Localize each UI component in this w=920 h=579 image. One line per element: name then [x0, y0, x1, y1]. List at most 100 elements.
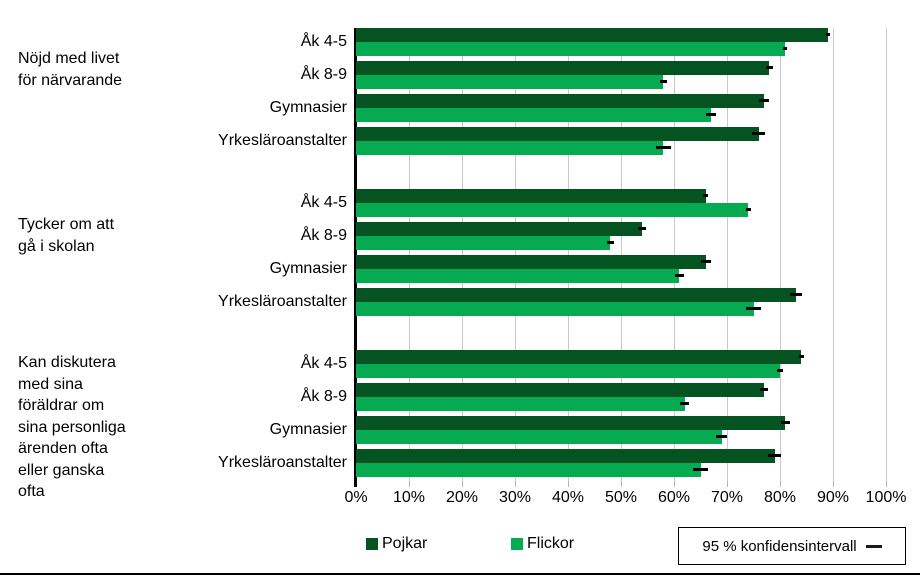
bar-row: Åk 4-5 — [301, 28, 886, 56]
flickor-bar-track — [356, 364, 886, 378]
category-label: Gymnasier — [269, 260, 347, 277]
x-tick-label-20pct: 20% — [445, 489, 479, 506]
gridline-60 — [674, 28, 675, 481]
pojkar-bar-track — [356, 94, 886, 108]
pojkar-error-bar — [765, 66, 774, 69]
gridline-20 — [462, 28, 463, 481]
category-label: Åk 4-5 — [300, 355, 347, 372]
flickor-error-bar — [706, 113, 716, 116]
category-label: Åk 4-5 — [300, 194, 347, 211]
x-tick-label-30pct: 30% — [498, 489, 532, 506]
x-tick-label-70pct: 70% — [710, 489, 744, 506]
flickor-bar-track — [356, 397, 886, 411]
pojkar-bar — [356, 288, 796, 302]
gridline-80 — [780, 28, 781, 481]
pojkar-bar-track — [356, 189, 886, 203]
flickor-bar-track — [356, 42, 886, 56]
category-label: Åk 8-9 — [300, 227, 347, 244]
flickor-error-bar — [659, 80, 668, 83]
pojkar-bar-track — [356, 416, 886, 430]
bar-row: Åk 8-9 — [301, 383, 886, 411]
pojkar-bar — [356, 94, 765, 108]
bar-group-2: Tycker om att gå i skolan Åk 4-5 Åk 8-9 Gym… — [18, 189, 886, 316]
pojkar-bar-track — [356, 28, 886, 42]
flickor-error-bar — [680, 402, 689, 405]
axis-tick-100 — [886, 481, 887, 487]
error-bar-sample-icon — [865, 544, 882, 548]
flickor-bar — [356, 203, 749, 217]
category-label: Yrkesläroanstalter — [218, 132, 347, 149]
flickor-legend-label: Flickor — [527, 535, 575, 552]
flickor-bar — [356, 397, 685, 411]
confidence-interval-label: 95 % konfidensintervall — [702, 537, 857, 555]
x-tick-label-40pct: 40% — [551, 489, 585, 506]
x-tick-label-10pct: 10% — [392, 489, 426, 506]
flickor-bar-track — [356, 302, 886, 316]
pojkar-error-bar — [780, 421, 791, 424]
pojkar-error-bar — [789, 293, 803, 296]
group-label: Tycker om att gå i skolan — [18, 216, 115, 255]
pojkar-error-bar — [825, 33, 830, 36]
flickor-error-bar — [783, 47, 788, 50]
gridline-90 — [833, 28, 834, 481]
flickor-error-bar — [745, 208, 751, 211]
flickor-bar — [356, 430, 722, 444]
pojkar-bar-track — [356, 222, 886, 236]
category-label: Yrkesläroanstalter — [218, 293, 347, 310]
bar-row: Gymnasier — [270, 255, 886, 283]
bar-row: Åk 4-5 — [301, 350, 886, 378]
axis-tick-50 — [621, 481, 622, 487]
flickor-bar — [356, 75, 664, 89]
category-label: Åk 4-5 — [300, 33, 347, 50]
pojkar-bar-track — [356, 288, 886, 302]
axis-tick-10 — [409, 481, 410, 487]
bar-row: Åk 4-5 — [301, 189, 886, 217]
pojkar-bar — [356, 127, 759, 141]
pojkar-legend-swatch-icon — [366, 538, 378, 550]
gridline-70 — [727, 28, 728, 481]
bar-row: Åk 8-9 — [301, 61, 886, 89]
pojkar-bar-track — [356, 350, 886, 364]
flickor-error-bar — [777, 369, 783, 372]
pojkar-bar-track — [356, 127, 886, 141]
flickor-legend-swatch-icon — [511, 538, 523, 550]
legend-item-pojkar: Pojkar — [366, 535, 427, 553]
category-label: Åk 8-9 — [300, 66, 347, 83]
group-label: Kan diskutera med sina föräldrar om sina… — [18, 354, 126, 500]
pojkar-error-bar — [759, 99, 769, 102]
category-label: Yrkesläroanstalter — [218, 454, 347, 471]
axis-tick-60 — [674, 481, 675, 487]
bar-row: Yrkesläroanstalter — [218, 127, 886, 155]
flickor-error-bar — [693, 468, 708, 471]
bar-group-1: Nöjd med livet för närvarande Åk 4-5 Åk 8-… — [18, 28, 886, 155]
y-axis-line — [354, 28, 357, 487]
gridline-40 — [568, 28, 569, 481]
x-axis-tick-labels: 0% 10% 20% 30% 40% 50% 60% 70% 80% 90% 100% — [344, 489, 906, 509]
pojkar-error-bar — [703, 194, 709, 197]
pojkar-error-bar — [798, 355, 804, 358]
flickor-bar — [356, 236, 611, 250]
pojkar-bar — [356, 449, 775, 463]
flickor-bar-track — [356, 141, 886, 155]
flickor-bar — [356, 42, 786, 56]
bar-group-3: Kan diskutera med sina föräldrar om sina… — [18, 350, 886, 500]
gridline-100 — [886, 28, 887, 481]
x-tick-label-90pct: 90% — [816, 489, 850, 506]
axis-tick-40 — [568, 481, 569, 487]
bar-row: Yrkesläroanstalter — [218, 288, 886, 316]
pojkar-error-bar — [768, 454, 782, 457]
gridline-30 — [515, 28, 516, 481]
x-tick-label-100pct: 100% — [865, 489, 907, 506]
pojkar-bar-track — [356, 449, 886, 463]
group-label: Nöjd med livet för närvarande — [18, 50, 123, 89]
category-label: Åk 8-9 — [300, 388, 347, 405]
flickor-bar-track — [356, 108, 886, 122]
flickor-bar — [356, 364, 780, 378]
pojkar-bar-track — [356, 61, 886, 75]
flickor-error-bar — [674, 274, 685, 277]
pojkar-bar — [356, 416, 786, 430]
x-tick-label-50pct: 50% — [604, 489, 638, 506]
plot-area: Nöjd med livet för närvarande Åk 4-5 Åk 8-… — [18, 28, 887, 500]
flickor-error-bar — [655, 146, 671, 149]
